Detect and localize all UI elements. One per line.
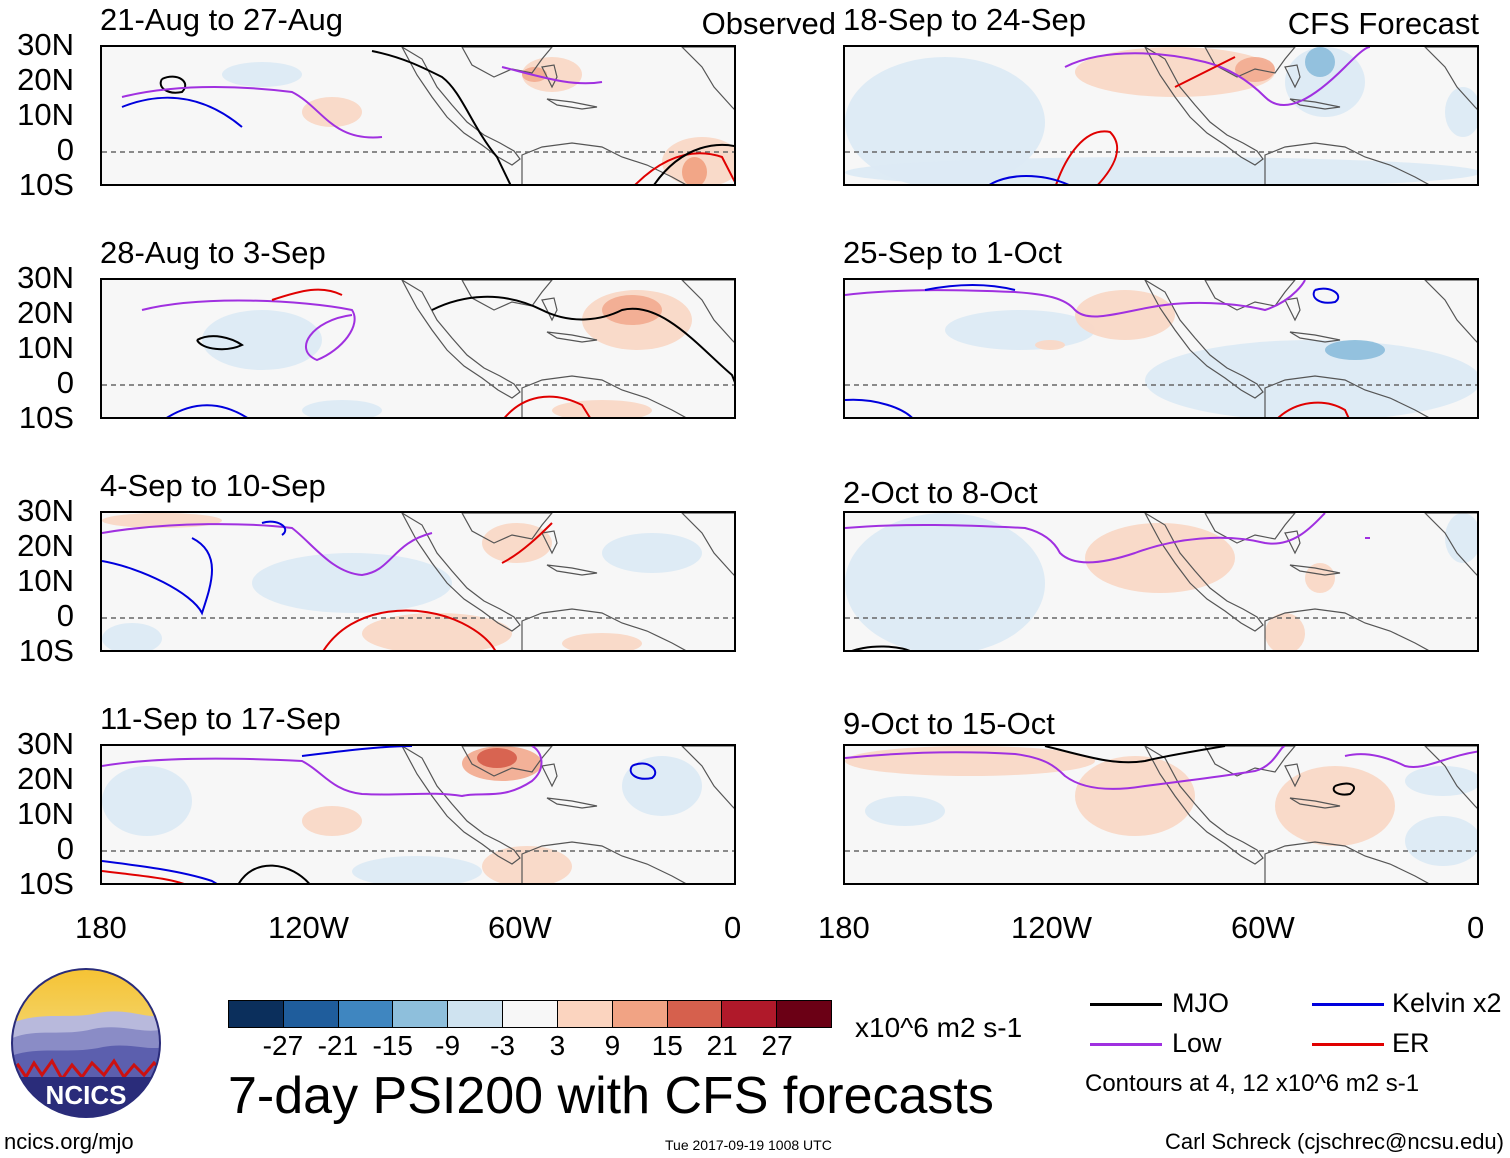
- footer-url[interactable]: ncics.org/mjo: [4, 1129, 134, 1154]
- observed-panel-1: 21-Aug to 27-Aug Observed: [100, 2, 836, 192]
- colorbar-swatch: [612, 1001, 668, 1027]
- panel-title: 11-Sep to 17-Sep: [100, 701, 341, 736]
- lat-label: 30N: [17, 493, 74, 528]
- colorbar-tick-label: 3: [549, 1030, 566, 1061]
- legend-label-kelvin: Kelvin x2: [1392, 988, 1502, 1018]
- panel-title: 2-Oct to 8-Oct: [843, 475, 1038, 510]
- panel-title: 4-Sep to 10-Sep: [100, 468, 326, 503]
- lat-label: 10S: [18, 167, 74, 202]
- lat-label: 0: [56, 132, 74, 167]
- colorbar: [228, 1000, 832, 1028]
- lat-label: 0: [56, 831, 74, 866]
- observed-map-1: [100, 45, 736, 186]
- lat-label: 20N: [17, 295, 74, 330]
- ncics-logo: NCICS: [8, 965, 164, 1121]
- observed-panel-4: 11-Sep to 17-Sep: [100, 701, 836, 891]
- lat-label: 10N: [17, 563, 74, 598]
- observed-map-2: [100, 278, 736, 419]
- lat-label: 30N: [17, 726, 74, 761]
- colorbar-tick-label: 27: [761, 1030, 793, 1061]
- lon-label: 120W: [268, 910, 349, 945]
- lat-label: 30N: [17, 27, 74, 62]
- legend-line-kelvin: [1312, 1003, 1384, 1006]
- observed-panel-3: 4-Sep to 10-Sep: [100, 468, 836, 658]
- panel-title: 28-Aug to 3-Sep: [100, 235, 326, 270]
- observed-label: Observed: [701, 6, 836, 41]
- lon-label: 0: [724, 910, 742, 945]
- colorbar-swatch: [448, 1001, 504, 1027]
- lon-label: 0: [1467, 910, 1485, 945]
- lat-label: 20N: [17, 528, 74, 563]
- colorbar-tick-label: -27: [262, 1030, 304, 1061]
- colorbar-tick-label: -9: [435, 1030, 461, 1061]
- observed-map-4: [100, 744, 736, 885]
- lat-label: 20N: [17, 761, 74, 796]
- colorbar-swatch: [503, 1001, 558, 1027]
- lat-label: 20N: [17, 62, 74, 97]
- legend-label-low: Low: [1172, 1028, 1222, 1058]
- lat-label: 0: [56, 365, 74, 400]
- lat-label: 10N: [17, 97, 74, 132]
- lat-label: 0: [56, 598, 74, 633]
- forecast-map-1: [843, 45, 1479, 186]
- lat-label: 30N: [17, 260, 74, 295]
- footer-timestamp: Tue 2017-09-19 1008 UTC: [665, 1137, 832, 1153]
- colorbar-tick-label: -3: [490, 1030, 515, 1061]
- panel-title: 18-Sep to 24-Sep: [843, 2, 1087, 37]
- colorbar-tick-label: -15: [372, 1030, 413, 1061]
- colorbar-swatch: [722, 1001, 778, 1027]
- observed-map-3: [100, 511, 736, 652]
- forecast-map-2: [843, 278, 1479, 419]
- lat-label: 10S: [18, 866, 74, 901]
- panel-title: 21-Aug to 27-Aug: [100, 2, 344, 37]
- colorbar-tick-label: 15: [651, 1030, 683, 1061]
- colorbar-swatch: [338, 1001, 394, 1027]
- lon-label: 60W: [1231, 910, 1295, 945]
- lat-label: 10N: [17, 796, 74, 831]
- legend-line-mjo: [1090, 1003, 1162, 1006]
- lon-label: 180: [818, 910, 870, 945]
- footer-author: Carl Schreck (cjschrec@ncsu.edu): [1165, 1129, 1504, 1154]
- lat-label: 10N: [17, 330, 74, 365]
- forecast-label: CFS Forecast: [1287, 6, 1479, 41]
- forecast-panel-1: 18-Sep to 24-Sep CFS Forecast: [843, 2, 1479, 192]
- forecast-map-4: [843, 744, 1479, 885]
- panel-title: 9-Oct to 15-Oct: [843, 706, 1055, 741]
- colorbar-swatch: [777, 1001, 831, 1027]
- colorbar-units: x10^6 m2 s-1: [855, 1012, 1023, 1043]
- colorbar-swatch: [557, 1001, 613, 1027]
- colorbar-swatch: [229, 1001, 284, 1027]
- colorbar-tick-label: 21: [706, 1030, 738, 1061]
- colorbar-tick-label: 9: [604, 1030, 621, 1061]
- colorbar-swatch: [667, 1001, 723, 1027]
- forecast-panel-3: 2-Oct to 8-Oct: [843, 475, 1479, 665]
- legend-line-er: [1312, 1043, 1384, 1046]
- forecast-map-3: [843, 511, 1479, 652]
- logo-text: NCICS: [46, 1080, 127, 1110]
- legend-label-er: ER: [1392, 1028, 1430, 1058]
- colorbar-tick-label: -21: [317, 1030, 359, 1061]
- lat-label: 10S: [18, 400, 74, 435]
- figure-title: 7-day PSI200 with CFS forecasts: [228, 1067, 994, 1125]
- lon-label: 180: [75, 910, 127, 945]
- legend-label-mjo: MJO: [1172, 988, 1229, 1018]
- lon-label: 60W: [488, 910, 552, 945]
- lon-label: 120W: [1011, 910, 1092, 945]
- colorbar-swatch: [283, 1001, 339, 1027]
- panel-title: 25-Sep to 1-Oct: [843, 235, 1062, 270]
- lat-label: 10S: [18, 633, 74, 668]
- forecast-panel-4: 9-Oct to 15-Oct: [843, 706, 1479, 896]
- forecast-panel-2: 25-Sep to 1-Oct: [843, 235, 1479, 425]
- contours-note: Contours at 4, 12 x10^6 m2 s-1: [1085, 1070, 1420, 1097]
- legend-line-low: [1090, 1043, 1162, 1046]
- observed-panel-2: 28-Aug to 3-Sep: [100, 235, 836, 425]
- colorbar-swatch: [393, 1001, 449, 1027]
